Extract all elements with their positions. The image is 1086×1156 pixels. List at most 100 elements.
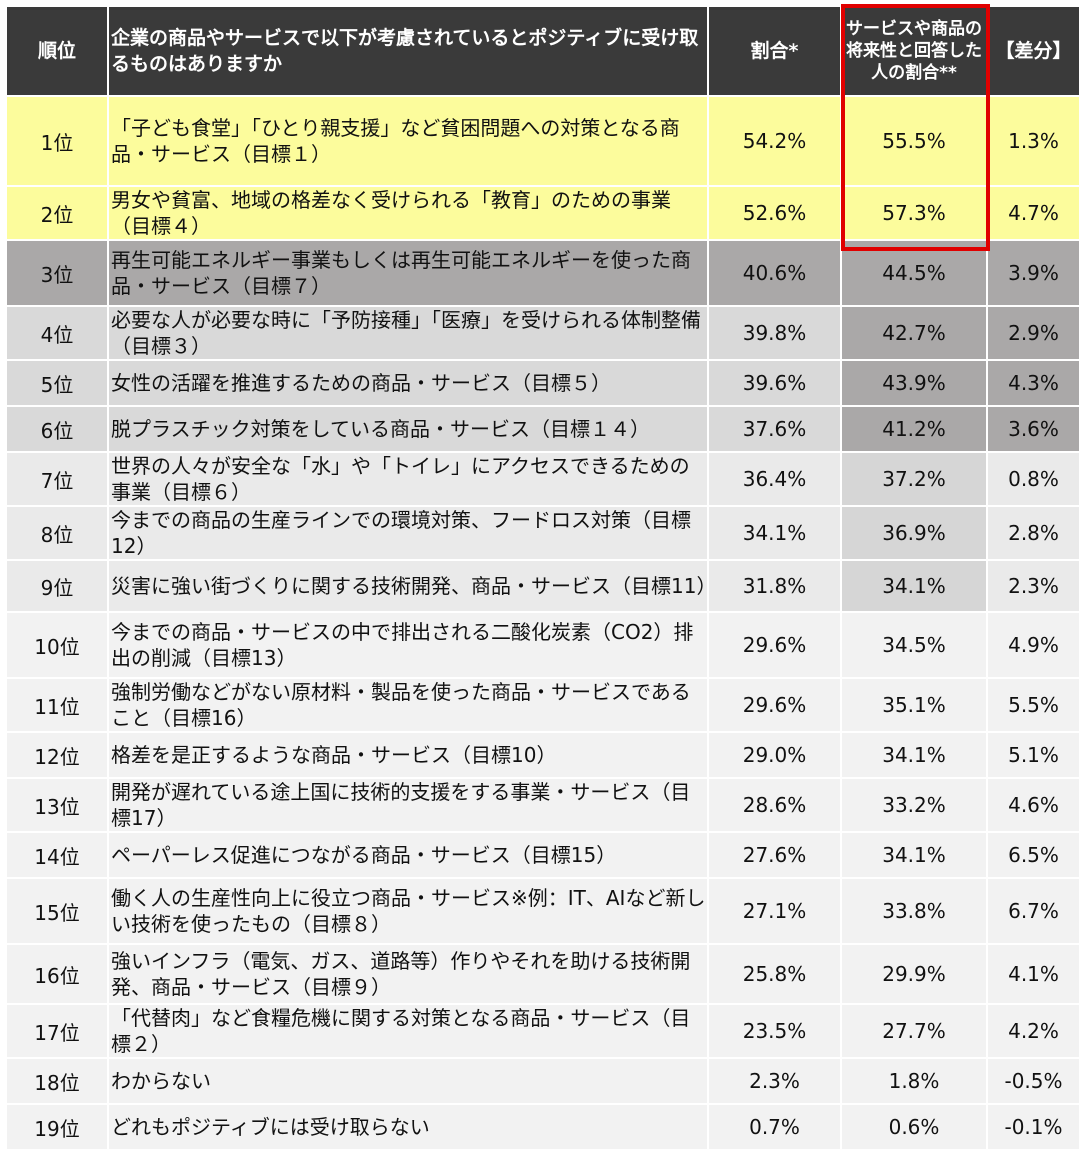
table-row: 4位 必要な人が必要な時に「予防接種」「医療」を受けられる体制整備（目標３） 39… bbox=[7, 307, 1079, 359]
cell-future: 34.1% bbox=[842, 561, 986, 611]
cell-diff: 4.9% bbox=[988, 613, 1079, 677]
cell-rank: 11位 bbox=[7, 679, 107, 731]
cell-item: 「代替肉」など食糧危機に関する対策となる商品・サービス（目標２） bbox=[109, 1005, 707, 1057]
cell-item: 脱プラスチック対策をしている商品・サービス（目標１４） bbox=[109, 407, 707, 451]
cell-rank: 15位 bbox=[7, 879, 107, 943]
cell-diff: 0.8% bbox=[988, 453, 1079, 505]
cell-item: 働く人の生産性向上に役立つ商品・サービス※例：IT、AIなど新しい技術を使ったも… bbox=[109, 879, 707, 943]
cell-ratio: 29.6% bbox=[709, 613, 840, 677]
cell-rank: 12位 bbox=[7, 733, 107, 777]
cell-diff: 4.6% bbox=[988, 779, 1079, 831]
cell-diff: 2.8% bbox=[988, 507, 1079, 559]
cell-diff: 4.1% bbox=[988, 945, 1079, 1003]
cell-ratio: 37.6% bbox=[709, 407, 840, 451]
table-row: 15位 働く人の生産性向上に役立つ商品・サービス※例：IT、AIなど新しい技術を使… bbox=[7, 879, 1079, 943]
cell-item: 強いインフラ（電気、ガス、道路等）作りやそれを助ける技術開発、商品・サービス（目… bbox=[109, 945, 707, 1003]
table-row: 2位 男女や貧富、地域の格差なく受けられる「教育」のための事業（目標４） 52.6%… bbox=[7, 187, 1079, 239]
cell-future: 43.9% bbox=[842, 361, 986, 405]
table-row: 6位 脱プラスチック対策をしている商品・サービス（目標１４） 37.6% 41.2% 3… bbox=[7, 407, 1079, 451]
cell-item: 今までの商品の生産ラインでの環境対策、フードロス対策（目標12） bbox=[109, 507, 707, 559]
cell-future: 34.1% bbox=[842, 733, 986, 777]
table-row: 3位 再生可能エネルギー事業もしくは再生可能エネルギーを使った商品・サービス（目標… bbox=[7, 241, 1079, 305]
cell-rank: 19位 bbox=[7, 1105, 107, 1149]
table-row: 17位 「代替肉」など食糧危機に関する対策となる商品・サービス（目標２） 23.5%… bbox=[7, 1005, 1079, 1057]
cell-item: わからない bbox=[109, 1059, 707, 1103]
cell-item: 強制労働などがない原材料・製品を使った商品・サービスであること（目標16） bbox=[109, 679, 707, 731]
cell-future: 33.2% bbox=[842, 779, 986, 831]
header-ratio: 割合* bbox=[709, 7, 840, 95]
cell-rank: 4位 bbox=[7, 307, 107, 359]
cell-item: 再生可能エネルギー事業もしくは再生可能エネルギーを使った商品・サービス（目標７） bbox=[109, 241, 707, 305]
cell-ratio: 27.6% bbox=[709, 833, 840, 877]
cell-future: 35.1% bbox=[842, 679, 986, 731]
cell-diff: 5.1% bbox=[988, 733, 1079, 777]
table-row: 16位 強いインフラ（電気、ガス、道路等）作りやそれを助ける技術開発、商品・サービ… bbox=[7, 945, 1079, 1003]
cell-future: 42.7% bbox=[842, 307, 986, 359]
cell-future: 36.9% bbox=[842, 507, 986, 559]
table-row: 19位 どれもポジティブには受け取らない 0.7% 0.6% -0.1% bbox=[7, 1105, 1079, 1149]
cell-rank: 7位 bbox=[7, 453, 107, 505]
table-row: 7位 世界の人々が安全な「水」や「トイレ」にアクセスできるための事業（目標６） 36… bbox=[7, 453, 1079, 505]
cell-item: 世界の人々が安全な「水」や「トイレ」にアクセスできるための事業（目標６） bbox=[109, 453, 707, 505]
cell-item: 災害に強い街づくりに関する技術開発、商品・サービス（目標11） bbox=[109, 561, 707, 611]
cell-ratio: 34.1% bbox=[709, 507, 840, 559]
header-diff: 【差分】 bbox=[988, 7, 1079, 95]
table-row: 14位 ペーパーレス促進につながる商品・サービス（目標15） 27.6% 34.1% 6… bbox=[7, 833, 1079, 877]
cell-diff: 6.7% bbox=[988, 879, 1079, 943]
cell-future: 1.8% bbox=[842, 1059, 986, 1103]
cell-rank: 8位 bbox=[7, 507, 107, 559]
cell-item: 格差を是正するような商品・サービス（目標10） bbox=[109, 733, 707, 777]
cell-rank: 1位 bbox=[7, 97, 107, 185]
cell-rank: 13位 bbox=[7, 779, 107, 831]
cell-ratio: 36.4% bbox=[709, 453, 840, 505]
cell-rank: 2位 bbox=[7, 187, 107, 239]
cell-item: 「子ども食堂」「ひとり親支援」など貧困問題への対策となる商品・サービス（目標１） bbox=[109, 97, 707, 185]
cell-future: 55.5% bbox=[842, 97, 986, 185]
cell-item: 男女や貧富、地域の格差なく受けられる「教育」のための事業（目標４） bbox=[109, 187, 707, 239]
cell-future: 34.1% bbox=[842, 833, 986, 877]
cell-rank: 17位 bbox=[7, 1005, 107, 1057]
cell-future: 34.5% bbox=[842, 613, 986, 677]
cell-diff: 4.2% bbox=[988, 1005, 1079, 1057]
cell-future: 41.2% bbox=[842, 407, 986, 451]
table-row: 18位 わからない 2.3% 1.8% -0.5% bbox=[7, 1059, 1079, 1103]
cell-future: 57.3% bbox=[842, 187, 986, 239]
cell-ratio: 40.6% bbox=[709, 241, 840, 305]
header-item: 企業の商品やサービスで以下が考慮されているとポジティブに受け取るものはありますか bbox=[109, 7, 707, 95]
cell-diff: 6.5% bbox=[988, 833, 1079, 877]
cell-item: ペーパーレス促進につながる商品・サービス（目標15） bbox=[109, 833, 707, 877]
cell-item: 今までの商品・サービスの中で排出される二酸化炭素（CO2）排出の削減（目標13） bbox=[109, 613, 707, 677]
cell-ratio: 28.6% bbox=[709, 779, 840, 831]
cell-rank: 14位 bbox=[7, 833, 107, 877]
cell-ratio: 23.5% bbox=[709, 1005, 840, 1057]
header-rank: 順位 bbox=[7, 7, 107, 95]
cell-future: 0.6% bbox=[842, 1105, 986, 1149]
cell-ratio: 52.6% bbox=[709, 187, 840, 239]
cell-ratio: 29.0% bbox=[709, 733, 840, 777]
table-row: 8位 今までの商品の生産ラインでの環境対策、フードロス対策（目標12） 34.1% 3… bbox=[7, 507, 1079, 559]
header-future: サービスや商品の将来性と回答した人の割合** bbox=[842, 7, 986, 95]
cell-rank: 18位 bbox=[7, 1059, 107, 1103]
cell-diff: 5.5% bbox=[988, 679, 1079, 731]
cell-item: 必要な人が必要な時に「予防接種」「医療」を受けられる体制整備（目標３） bbox=[109, 307, 707, 359]
cell-rank: 6位 bbox=[7, 407, 107, 451]
table-row: 13位 開発が遅れている途上国に技術的支援をする事業・サービス（目標17） 28.6… bbox=[7, 779, 1079, 831]
cell-rank: 5位 bbox=[7, 361, 107, 405]
cell-diff: 2.3% bbox=[988, 561, 1079, 611]
cell-ratio: 39.6% bbox=[709, 361, 840, 405]
table-row: 9位 災害に強い街づくりに関する技術開発、商品・サービス（目標11） 31.8% 34… bbox=[7, 561, 1079, 611]
cell-ratio: 25.8% bbox=[709, 945, 840, 1003]
ranking-table: 順位 企業の商品やサービスで以下が考慮されているとポジティブに受け取るものはあり… bbox=[5, 5, 1081, 1151]
cell-rank: 9位 bbox=[7, 561, 107, 611]
cell-diff: 4.7% bbox=[988, 187, 1079, 239]
cell-diff: 4.3% bbox=[988, 361, 1079, 405]
cell-rank: 3位 bbox=[7, 241, 107, 305]
cell-item: どれもポジティブには受け取らない bbox=[109, 1105, 707, 1149]
cell-future: 33.8% bbox=[842, 879, 986, 943]
cell-future: 37.2% bbox=[842, 453, 986, 505]
table-header-row: 順位 企業の商品やサービスで以下が考慮されているとポジティブに受け取るものはあり… bbox=[7, 7, 1079, 95]
table-row: 11位 強制労働などがない原材料・製品を使った商品・サービスであること（目標16）… bbox=[7, 679, 1079, 731]
cell-diff: -0.1% bbox=[988, 1105, 1079, 1149]
cell-future: 29.9% bbox=[842, 945, 986, 1003]
cell-rank: 16位 bbox=[7, 945, 107, 1003]
